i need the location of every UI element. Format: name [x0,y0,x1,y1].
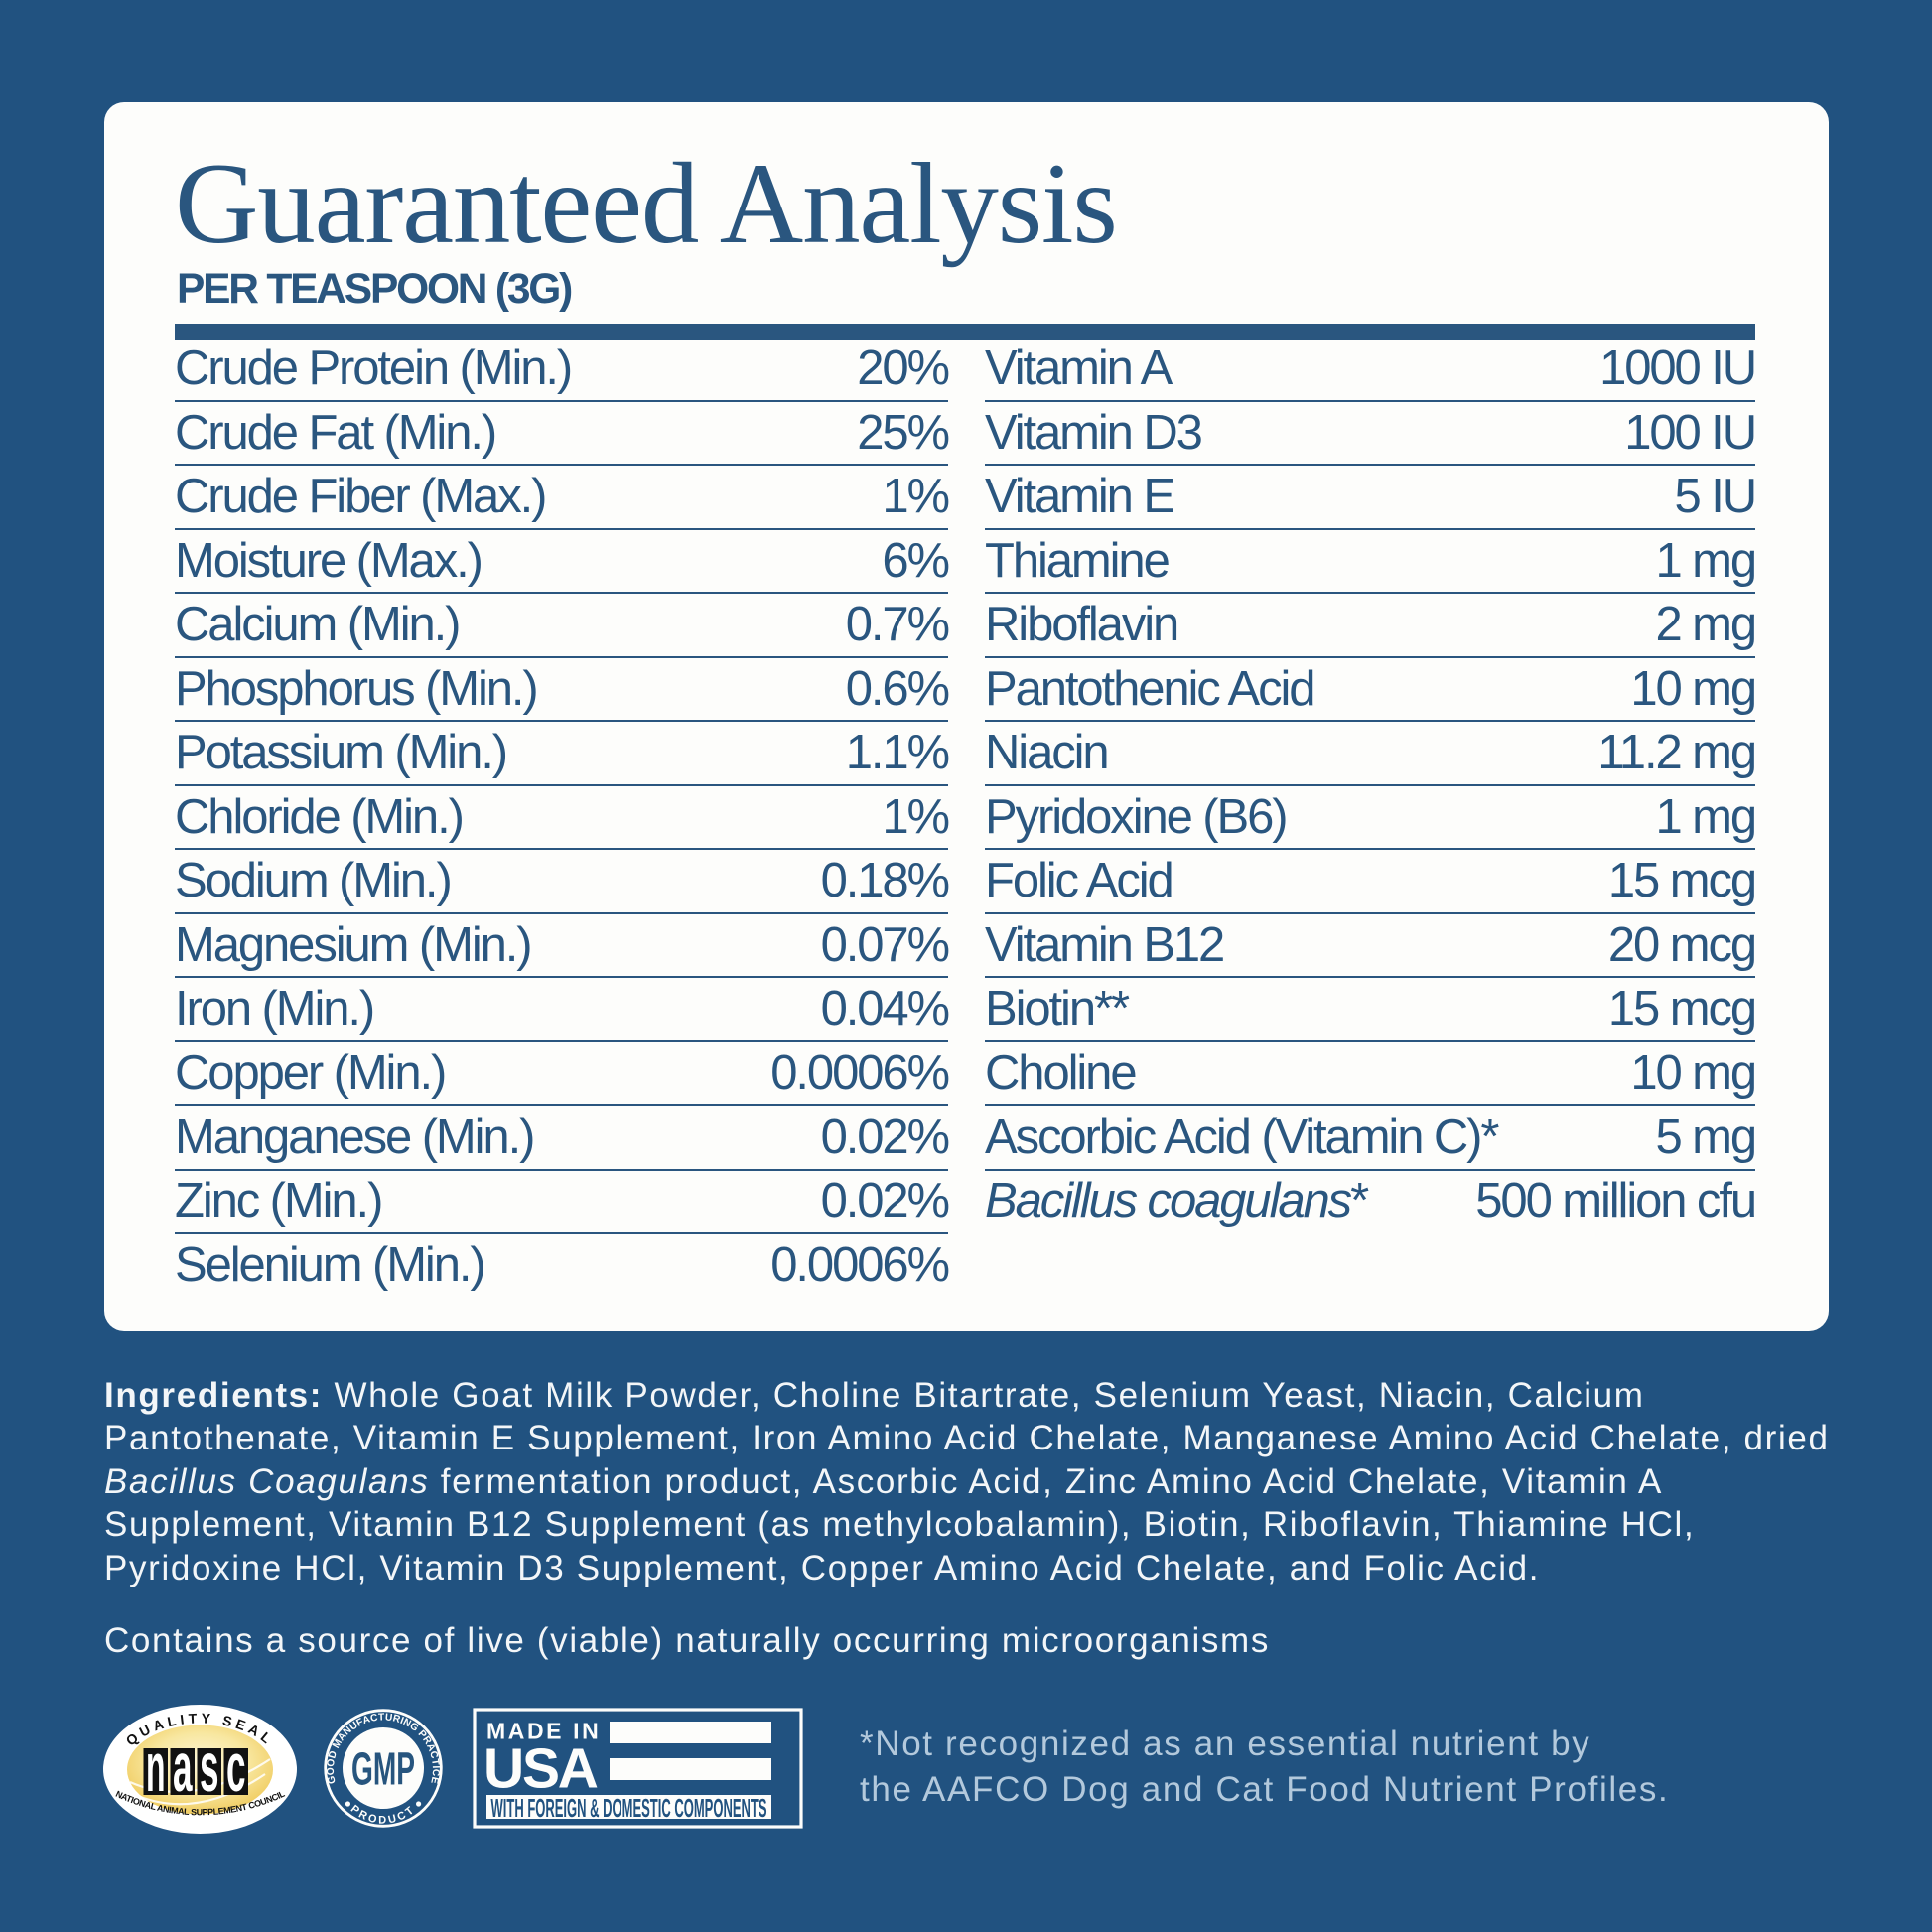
svg-text:n: n [146,1728,166,1806]
svg-text:MADE IN: MADE IN [486,1719,601,1744]
svg-text:s: s [200,1728,219,1806]
svg-text:c: c [226,1728,246,1806]
svg-text:a: a [173,1728,193,1806]
svg-text:USA: USA [483,1737,598,1801]
svg-text:GMP: GMP [351,1743,415,1795]
svg-text:WITH FOREIGN & DOMESTIC COMPON: WITH FOREIGN & DOMESTIC COMPONENTS [491,1793,767,1823]
